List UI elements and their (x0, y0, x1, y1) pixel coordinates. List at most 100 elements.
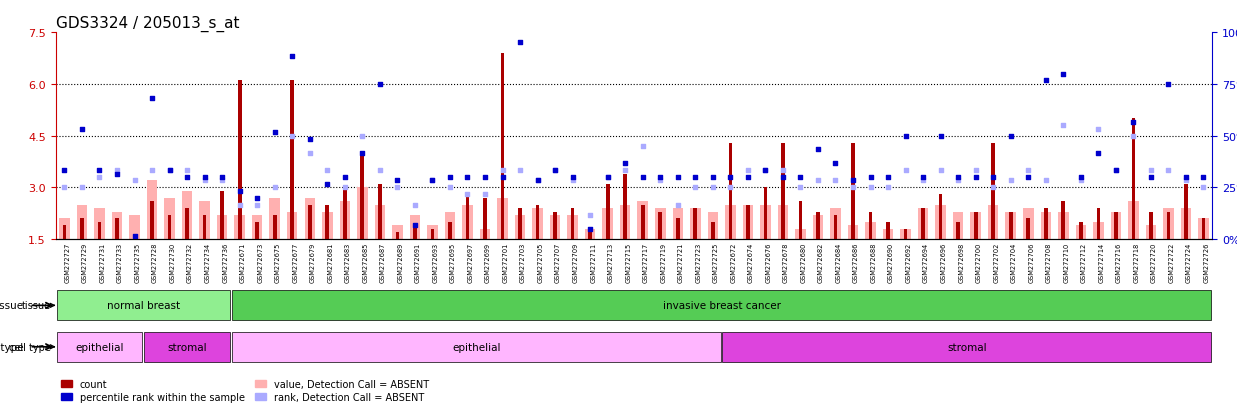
Text: GSM272726: GSM272726 (1204, 242, 1210, 282)
Bar (255, 222, 259, 291)
Text: GSM272717: GSM272717 (643, 242, 648, 282)
Bar (220, 191, 224, 291)
Bar (866, 222, 876, 291)
Point (930, 167, 950, 174)
Bar (252, 216, 262, 291)
Point (1176, 178, 1196, 184)
Text: GSM272720: GSM272720 (1150, 242, 1157, 282)
Bar (1006, 212, 1016, 291)
Bar (813, 216, 824, 291)
Point (756, 167, 776, 174)
Point (861, 174, 881, 181)
Text: GSM272722: GSM272722 (1169, 242, 1174, 282)
Bar (1132, 119, 1136, 291)
Text: GSM272734: GSM272734 (204, 242, 210, 282)
Point (125, 233, 145, 240)
Point (983, 185, 1003, 191)
Point (230, 188, 250, 195)
Bar (427, 226, 438, 291)
Text: GSM272733: GSM272733 (118, 242, 122, 282)
Text: GSM272713: GSM272713 (607, 242, 614, 282)
Text: GSM272725: GSM272725 (713, 242, 719, 282)
Text: GSM272672: GSM272672 (730, 242, 736, 282)
Point (563, 178, 583, 184)
Bar (763, 188, 767, 291)
Point (404, 202, 424, 209)
Bar (501, 54, 505, 291)
Text: GSM272701: GSM272701 (502, 242, 508, 282)
Point (966, 167, 986, 174)
Bar (711, 222, 715, 291)
FancyBboxPatch shape (231, 291, 1211, 320)
Bar (308, 205, 312, 291)
Point (440, 174, 460, 181)
Point (1089, 126, 1108, 133)
Point (1106, 167, 1126, 174)
Bar (1201, 219, 1205, 291)
Point (177, 174, 197, 181)
Point (213, 178, 233, 184)
Bar (901, 229, 910, 291)
Text: GSM272691: GSM272691 (414, 242, 421, 282)
Point (546, 167, 565, 174)
Point (563, 174, 583, 181)
Text: GSM272702: GSM272702 (993, 242, 999, 282)
Bar (111, 212, 122, 291)
Text: epithelial: epithelial (75, 342, 124, 352)
Point (265, 130, 285, 136)
Text: GSM272687: GSM272687 (380, 242, 386, 282)
Text: GSM272716: GSM272716 (1116, 242, 1122, 282)
Text: GSM272708: GSM272708 (1045, 242, 1051, 282)
Bar (939, 195, 943, 291)
Bar (132, 236, 136, 291)
Bar (203, 216, 207, 291)
Point (510, 40, 529, 47)
Bar (922, 209, 925, 291)
Text: GSM272728: GSM272728 (152, 242, 158, 282)
Bar (325, 205, 329, 291)
Bar (553, 212, 557, 291)
Point (1018, 167, 1038, 174)
Point (510, 167, 529, 174)
Text: GSM272711: GSM272711 (590, 242, 596, 282)
Text: stromal: stromal (948, 342, 987, 352)
Point (247, 195, 267, 202)
Bar (729, 143, 732, 291)
Bar (357, 188, 367, 291)
Bar (186, 209, 189, 291)
Point (720, 174, 740, 181)
Bar (918, 209, 929, 291)
Bar (1163, 209, 1174, 291)
Bar (339, 202, 350, 291)
Bar (781, 143, 784, 291)
Bar (1061, 202, 1065, 291)
Text: GSM272694: GSM272694 (923, 242, 929, 282)
Point (72, 126, 92, 133)
Text: GSM272693: GSM272693 (433, 242, 438, 282)
Bar (1166, 212, 1170, 291)
Point (738, 174, 758, 181)
Text: GSM272673: GSM272673 (257, 242, 263, 282)
Bar (1145, 226, 1157, 291)
Text: GDS3324 / 205013_s_at: GDS3324 / 205013_s_at (56, 16, 239, 32)
Bar (971, 212, 981, 291)
Point (703, 185, 722, 191)
Point (597, 174, 617, 181)
Point (54, 167, 74, 174)
Bar (63, 226, 67, 291)
Point (475, 174, 495, 181)
Bar (150, 202, 153, 291)
Point (1141, 174, 1160, 181)
Point (773, 167, 793, 174)
Bar (392, 226, 403, 291)
Bar (497, 198, 508, 291)
Text: GSM272682: GSM272682 (818, 242, 824, 282)
Bar (1096, 209, 1100, 291)
Text: GSM272697: GSM272697 (468, 242, 474, 282)
Point (160, 167, 179, 174)
Text: GSM272677: GSM272677 (292, 242, 298, 282)
Point (89, 167, 109, 174)
Point (825, 178, 845, 184)
Point (878, 185, 898, 191)
Bar (484, 198, 487, 291)
